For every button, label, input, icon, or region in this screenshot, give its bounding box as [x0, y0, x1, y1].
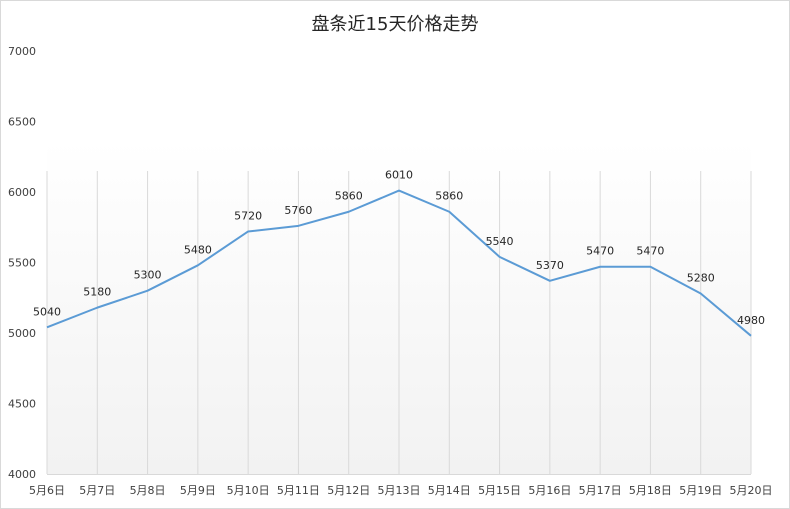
- x-tick-label: 5月16日: [528, 484, 571, 497]
- x-tick-label: 5月13日: [378, 484, 421, 497]
- data-label: 5040: [33, 305, 61, 318]
- data-label: 5540: [486, 235, 514, 248]
- data-label: 5470: [636, 245, 664, 258]
- data-label: 5180: [83, 286, 111, 299]
- x-tick-label: 5月9日: [180, 484, 216, 497]
- data-label: 6010: [385, 169, 413, 182]
- data-label: 5860: [435, 190, 463, 203]
- x-tick-label: 5月17日: [579, 484, 622, 497]
- y-tick-label: 7000: [8, 45, 36, 58]
- x-tick-label: 5月14日: [428, 484, 471, 497]
- data-label: 5280: [687, 272, 715, 285]
- x-tick-label: 5月8日: [130, 484, 166, 497]
- x-tick-label: 5月12日: [327, 484, 370, 497]
- x-tick-label: 5月10日: [227, 484, 270, 497]
- x-tick-label: 5月15日: [478, 484, 521, 497]
- y-tick-label: 4500: [8, 398, 36, 411]
- data-label: 4980: [737, 314, 765, 327]
- x-tick-label: 5月11日: [277, 484, 320, 497]
- data-label: 5470: [586, 245, 614, 258]
- data-label: 5720: [234, 209, 262, 222]
- data-label: 5300: [134, 269, 162, 282]
- y-tick-label: 6500: [8, 116, 36, 129]
- x-tick-label: 5月7日: [79, 484, 115, 497]
- data-label: 5860: [335, 190, 363, 203]
- x-tick-label: 5月18日: [629, 484, 672, 497]
- y-tick-label: 6000: [8, 186, 36, 199]
- data-label: 5480: [184, 243, 212, 256]
- x-tick-label: 5月6日: [29, 484, 65, 497]
- data-label: 5760: [284, 204, 312, 217]
- x-tick-label: 5月20日: [730, 484, 773, 497]
- y-tick-label: 5500: [8, 257, 36, 270]
- data-label: 5370: [536, 259, 564, 272]
- x-tick-label: 5月19日: [679, 484, 722, 497]
- y-tick-label: 4000: [8, 468, 36, 481]
- y-tick-label: 5000: [8, 327, 36, 340]
- chart-title: 盘条近15天价格走势: [311, 14, 479, 35]
- series-line: [46, 189, 752, 337]
